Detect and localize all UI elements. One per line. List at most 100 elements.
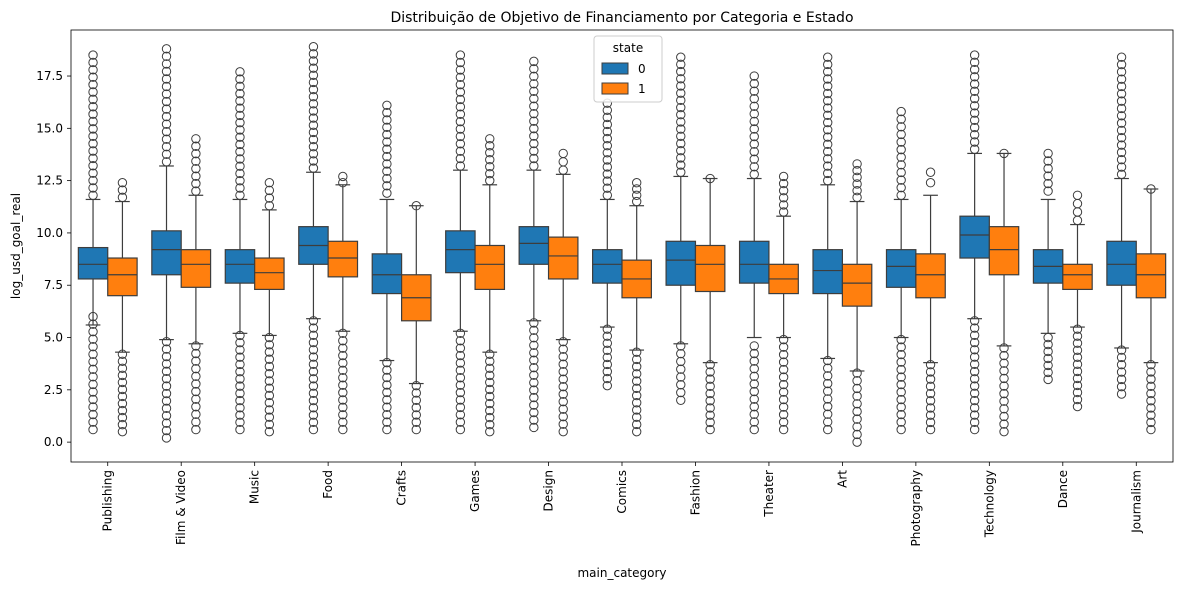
outlier-point [382, 409, 392, 420]
box-film-video-state-0 [151, 44, 182, 443]
outlier-point [308, 381, 319, 391]
outlier-point [969, 366, 980, 377]
outlier-point [602, 105, 613, 116]
outlier-point [896, 387, 906, 397]
outlier-point [631, 354, 642, 365]
outlier-point [925, 410, 936, 420]
outlier-point [382, 173, 392, 184]
outlier-point [161, 96, 172, 107]
outlier-point [999, 404, 1009, 414]
box-music-state-1 [254, 178, 285, 437]
outlier-point [1116, 67, 1127, 77]
outlier-point [308, 424, 319, 435]
outlier-point [191, 386, 201, 397]
outlier-point [676, 364, 686, 374]
outlier-point [529, 333, 539, 343]
box-body [77, 246, 109, 280]
outlier-point [823, 355, 833, 366]
outlier-point [338, 380, 348, 390]
outlier-point [969, 359, 980, 370]
outlier-point [308, 410, 319, 420]
outlier-point [264, 201, 275, 211]
outlier-point [191, 341, 201, 351]
outlier-point [1116, 140, 1127, 150]
outlier-point [485, 168, 495, 179]
outlier-point [88, 357, 98, 367]
outlier-point [411, 201, 421, 211]
outlier-point [558, 344, 568, 354]
box-food-state-1 [327, 171, 359, 435]
outlier-point [969, 130, 980, 140]
outlier-point [308, 149, 319, 159]
outlier-point [676, 348, 686, 359]
outlier-point [1116, 111, 1127, 121]
outlier-point [191, 171, 201, 181]
outlier-point [88, 409, 98, 420]
outlier-point [455, 328, 466, 339]
outlier-point [778, 349, 789, 360]
outlier-point [308, 366, 319, 377]
outlier-point [485, 384, 495, 395]
outlier-point [749, 356, 759, 366]
outlier-point [558, 396, 568, 407]
outlier-point [382, 357, 392, 368]
outlier-point [1146, 184, 1156, 194]
outlier-point [778, 409, 789, 420]
outlier-point [969, 144, 980, 154]
outlier-point [308, 84, 319, 95]
outlier-point [969, 330, 980, 340]
outlier-point [264, 426, 275, 437]
outlier-point [823, 371, 833, 381]
outlier-point [558, 381, 568, 392]
outlier-point [969, 50, 980, 60]
outlier-point [1116, 155, 1127, 165]
outlier-point [308, 417, 319, 428]
outlier-point [558, 352, 568, 362]
outlier-point [338, 328, 348, 339]
outlier-point [823, 154, 833, 164]
outlier-point [969, 345, 980, 355]
outlier-point [264, 412, 275, 422]
outlier-point [823, 409, 833, 419]
outlier-point [778, 417, 789, 427]
outlier-point [88, 124, 98, 134]
box-body [518, 226, 550, 265]
box-body [371, 253, 403, 295]
outlier-point [852, 165, 862, 176]
box-comics-state-1 [621, 178, 652, 437]
outlier-point [529, 64, 539, 74]
outlier-point [264, 332, 275, 343]
outlier-point [485, 419, 495, 430]
outlier-point [117, 419, 128, 430]
outlier-point [191, 379, 201, 389]
outlier-point [705, 367, 715, 377]
outlier-point [455, 57, 466, 68]
outlier-point [88, 175, 98, 186]
outlier-point [631, 398, 642, 408]
outlier-point [308, 141, 319, 152]
box-design-state-1 [547, 148, 579, 437]
outlier-point [529, 138, 539, 149]
outlier-point [529, 86, 539, 96]
outlier-point [161, 359, 172, 369]
outlier-point [161, 119, 172, 129]
outlier-point [529, 146, 539, 156]
x-axis: Publishing Film & Video Music Food Crafts Gam… [101, 462, 1143, 546]
outlier-point [382, 365, 392, 375]
outlier-point [705, 417, 715, 428]
outlier-point [969, 381, 980, 391]
outlier-point [1072, 352, 1083, 363]
outlier-point [1146, 417, 1156, 428]
outlier-point [455, 161, 466, 171]
outlier-point [191, 409, 201, 420]
box-art-state-1 [841, 159, 873, 447]
outlier-point [896, 342, 906, 352]
outlier-point [896, 114, 906, 124]
x-tick-label: Dance [1056, 470, 1070, 508]
outlier-point [676, 167, 686, 177]
outlier-point [455, 373, 466, 383]
outlier-point [852, 406, 862, 417]
outlier-point [749, 417, 759, 427]
outlier-point [602, 155, 613, 165]
outlier-point [823, 96, 833, 106]
